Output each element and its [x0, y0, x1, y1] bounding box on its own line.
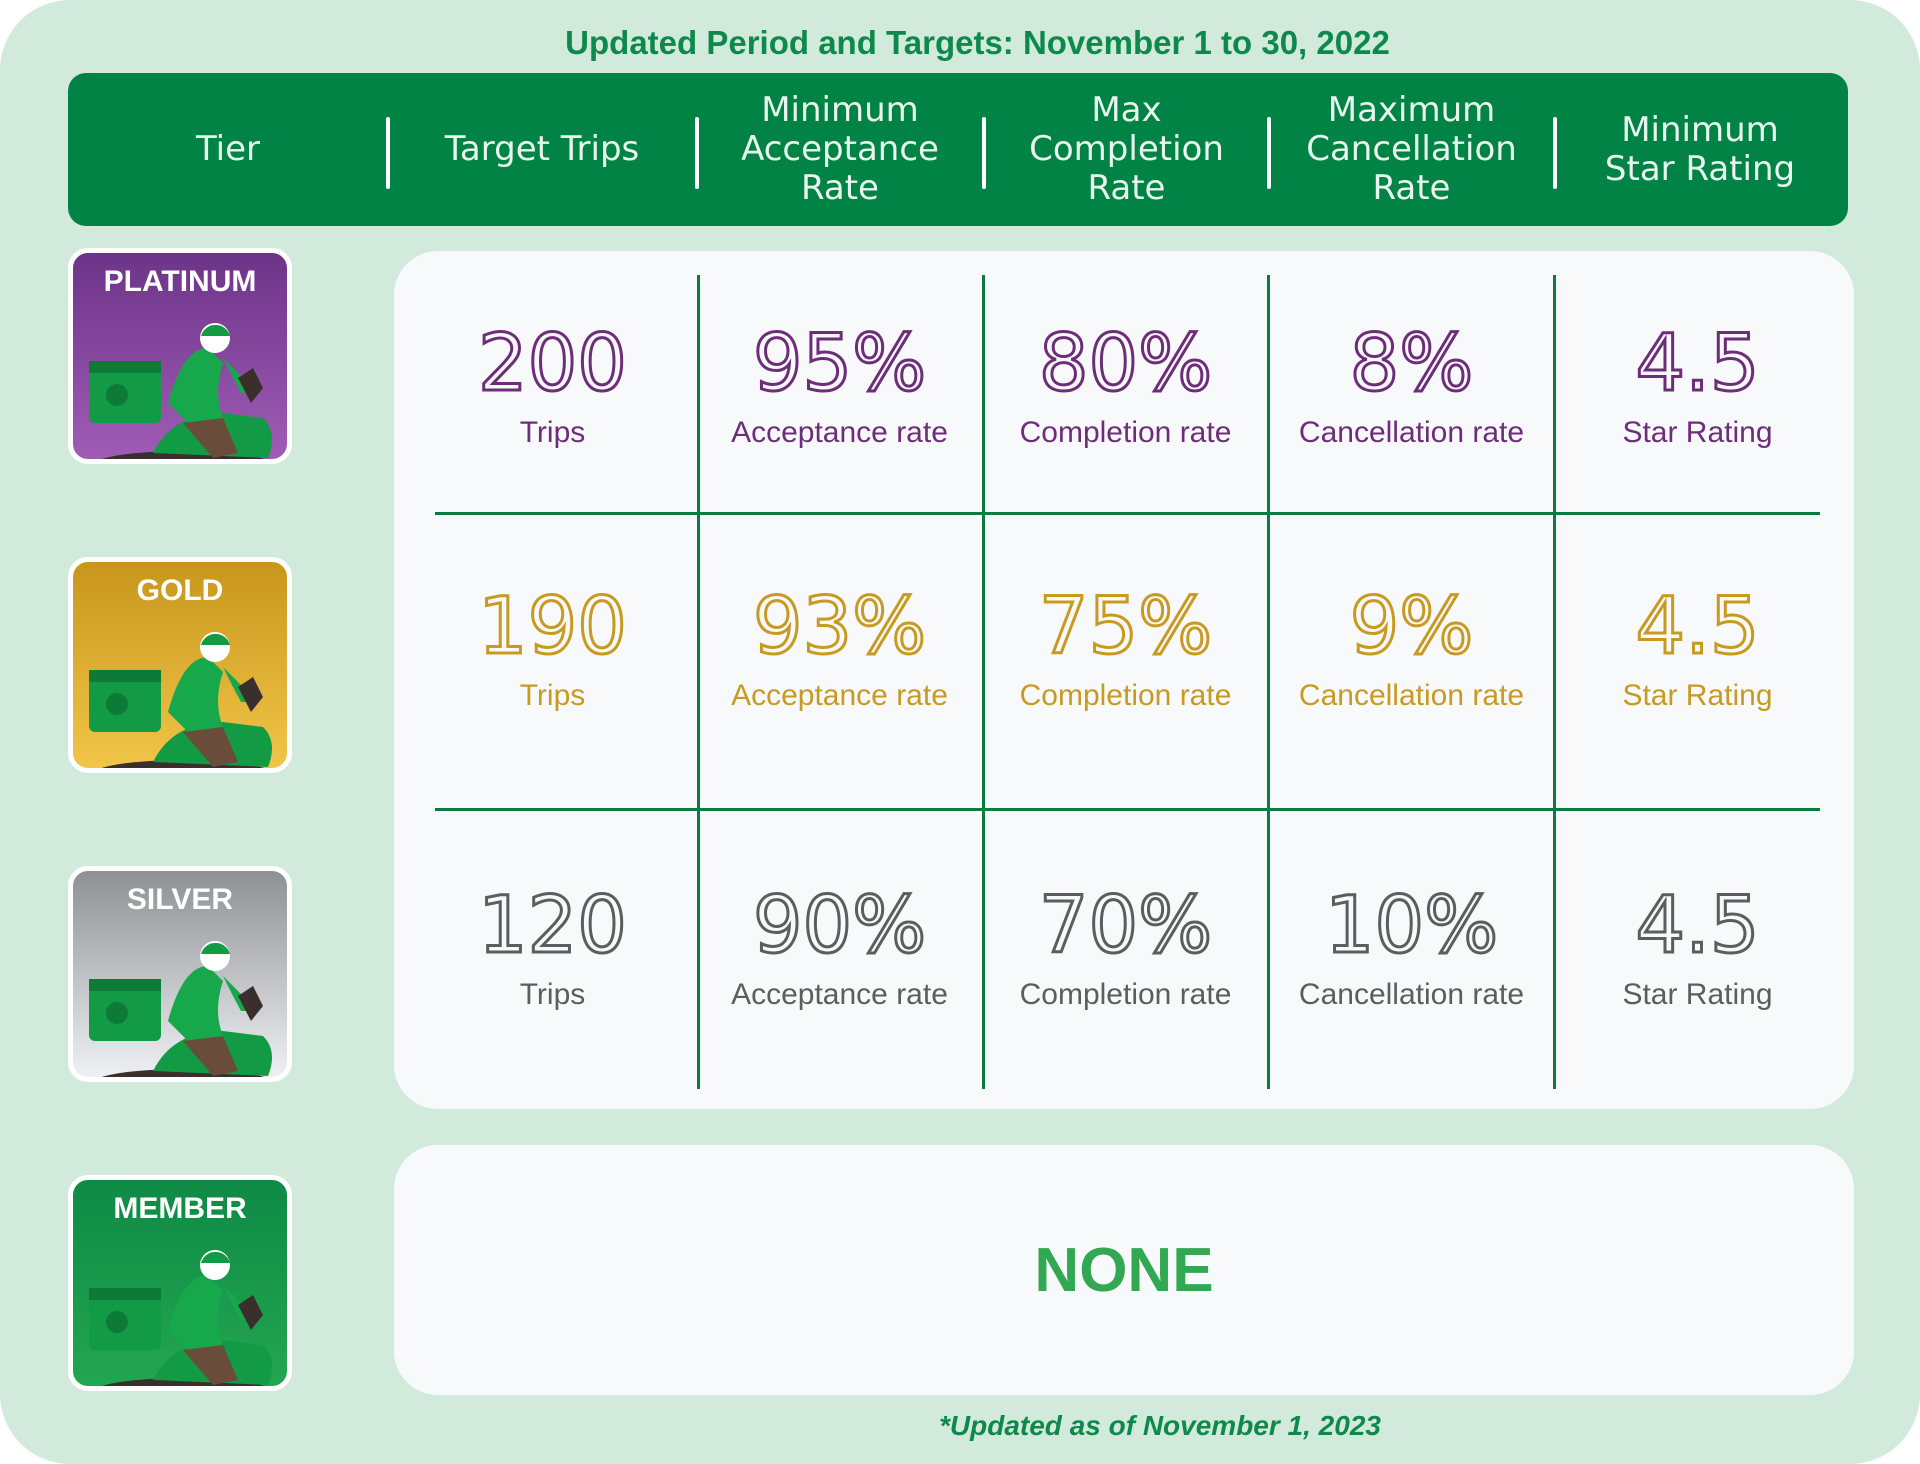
platinum-completion-rate: 80% Completion rate	[983, 319, 1268, 450]
gold-star-rating: 4.5 Star Rating	[1555, 582, 1840, 713]
header-divider	[982, 117, 986, 189]
platinum-acceptance-rate: 95% Acceptance rate	[697, 319, 982, 450]
silver-badge: SILVER	[68, 866, 292, 1082]
value: 80%	[1037, 319, 1213, 409]
footnote: *Updated as of November 1, 2023	[939, 1410, 1381, 1441]
unit-label: Star Rating	[1622, 679, 1773, 712]
header-cancellation-rate: Maximum Cancellation Rate	[1306, 90, 1517, 208]
unit-label: Acceptance rate	[731, 679, 948, 712]
unit-label: Completion rate	[1019, 679, 1232, 712]
gold-acceptance-rate: 93% Acceptance rate	[697, 582, 982, 713]
value: 8%	[1348, 319, 1475, 409]
value: 93%	[751, 582, 927, 672]
unit-label: Star Rating	[1622, 416, 1773, 449]
unit-label: Star Rating	[1622, 978, 1773, 1011]
header-divider	[1267, 117, 1271, 189]
value: 4.5	[1634, 881, 1761, 971]
column-divider	[697, 275, 700, 1089]
unit-label: Acceptance rate	[731, 978, 948, 1011]
platinum-badge: PLATINUM	[68, 248, 292, 464]
unit-label: Cancellation rate	[1298, 978, 1525, 1011]
delivery-rider-icon	[89, 1250, 272, 1386]
silver-target-trips: 120 Trips	[410, 881, 695, 1012]
unit-label: Trips	[519, 679, 586, 712]
header-star-rating: Minimum Star Rating	[1604, 109, 1796, 189]
targets-panel	[394, 251, 1854, 1109]
value: 4.5	[1634, 582, 1761, 672]
unit-label: Trips	[519, 978, 586, 1011]
unit-label: Completion rate	[1019, 416, 1232, 449]
unit-label: Acceptance rate	[731, 416, 948, 449]
header-target-trips: Target Trips	[444, 129, 640, 169]
delivery-rider-icon	[89, 941, 272, 1077]
value: 70%	[1037, 881, 1213, 971]
unit-label: Trips	[519, 416, 586, 449]
platinum-label: PLATINUM	[103, 265, 257, 298]
header-tier: Tier	[195, 129, 261, 169]
row-divider	[435, 808, 1820, 811]
unit-label: Cancellation rate	[1298, 679, 1525, 712]
value: 190	[477, 582, 629, 672]
page-title: Updated Period and Targets: November 1 t…	[565, 24, 1390, 61]
silver-label: SILVER	[126, 883, 234, 916]
header-divider	[695, 117, 699, 189]
value: 9%	[1348, 582, 1475, 672]
platinum-target-trips: 200 Trips	[410, 319, 695, 450]
value: 95%	[751, 319, 927, 409]
silver-star-rating: 4.5 Star Rating	[1555, 881, 1840, 1012]
member-none-text: NONE	[1034, 1236, 1214, 1305]
value: 75%	[1037, 582, 1213, 672]
platinum-star-rating: 4.5 Star Rating	[1555, 319, 1840, 450]
silver-acceptance-rate: 90% Acceptance rate	[697, 881, 982, 1012]
delivery-rider-icon	[89, 323, 272, 459]
header-acceptance-rate: Minimum Acceptance Rate	[741, 90, 939, 208]
unit-label: Cancellation rate	[1298, 416, 1525, 449]
value: 4.5	[1634, 319, 1761, 409]
member-label: MEMBER	[113, 1192, 247, 1225]
member-panel	[394, 1145, 1854, 1395]
gold-badge: GOLD	[68, 557, 292, 773]
header-divider	[386, 117, 390, 189]
column-divider	[1553, 275, 1556, 1089]
member-badge: MEMBER	[68, 1175, 292, 1391]
column-divider	[1267, 275, 1270, 1089]
header-divider	[1553, 117, 1557, 189]
delivery-rider-icon	[89, 632, 272, 768]
gold-completion-rate: 75% Completion rate	[983, 582, 1268, 713]
table-header: Tier Target Trips Minimum Acceptance Rat…	[68, 73, 1848, 226]
value: 120	[477, 881, 629, 971]
value: 200	[477, 319, 629, 409]
gold-target-trips: 190 Trips	[410, 582, 695, 713]
gold-label: GOLD	[136, 574, 224, 607]
unit-label: Completion rate	[1019, 978, 1232, 1011]
value: 10%	[1323, 881, 1499, 971]
silver-cancellation-rate: 10% Cancellation rate	[1269, 881, 1554, 1012]
gold-cancellation-rate: 9% Cancellation rate	[1269, 582, 1554, 713]
header-completion-rate: Max Completion Rate	[1029, 90, 1224, 208]
silver-completion-rate: 70% Completion rate	[983, 881, 1268, 1012]
value: 90%	[751, 881, 927, 971]
column-divider	[982, 275, 985, 1089]
row-divider	[435, 512, 1820, 515]
platinum-cancellation-rate: 8% Cancellation rate	[1269, 319, 1554, 450]
